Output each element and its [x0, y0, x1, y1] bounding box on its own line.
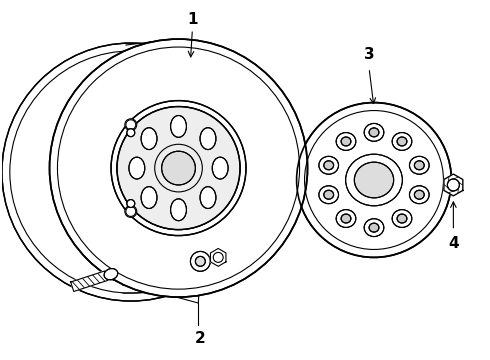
Ellipse shape: [171, 116, 187, 137]
Circle shape: [296, 103, 451, 257]
Ellipse shape: [200, 128, 216, 149]
Circle shape: [49, 39, 308, 297]
Ellipse shape: [410, 156, 429, 174]
Ellipse shape: [410, 186, 429, 204]
Ellipse shape: [369, 128, 379, 137]
Ellipse shape: [212, 157, 228, 179]
Ellipse shape: [129, 157, 145, 179]
Ellipse shape: [324, 161, 334, 170]
Ellipse shape: [392, 132, 412, 150]
Circle shape: [127, 129, 135, 137]
Text: 4: 4: [448, 236, 459, 251]
Ellipse shape: [364, 123, 384, 141]
Ellipse shape: [397, 137, 407, 146]
Text: 1: 1: [187, 12, 197, 27]
Ellipse shape: [397, 214, 407, 223]
Circle shape: [117, 107, 240, 230]
Ellipse shape: [415, 161, 424, 170]
Circle shape: [125, 119, 137, 131]
Ellipse shape: [354, 162, 393, 198]
Ellipse shape: [341, 214, 351, 223]
Ellipse shape: [319, 186, 339, 204]
Ellipse shape: [171, 199, 187, 221]
Circle shape: [111, 100, 246, 235]
Circle shape: [191, 251, 210, 271]
Circle shape: [125, 206, 137, 217]
Ellipse shape: [319, 156, 339, 174]
Circle shape: [162, 151, 196, 185]
Ellipse shape: [415, 190, 424, 199]
Ellipse shape: [104, 269, 118, 280]
Text: 3: 3: [364, 48, 374, 63]
Polygon shape: [444, 174, 463, 196]
Ellipse shape: [141, 186, 157, 208]
Ellipse shape: [336, 132, 356, 150]
Circle shape: [2, 43, 260, 301]
Ellipse shape: [369, 223, 379, 232]
Ellipse shape: [200, 186, 216, 208]
Circle shape: [196, 256, 205, 266]
Ellipse shape: [336, 210, 356, 228]
Circle shape: [447, 179, 460, 191]
Text: 2: 2: [195, 331, 206, 346]
Ellipse shape: [341, 137, 351, 146]
Ellipse shape: [364, 219, 384, 237]
Ellipse shape: [392, 210, 412, 228]
Ellipse shape: [324, 190, 334, 199]
Polygon shape: [211, 248, 226, 266]
Circle shape: [127, 199, 135, 207]
Polygon shape: [71, 271, 108, 292]
Ellipse shape: [345, 154, 402, 206]
Ellipse shape: [141, 128, 157, 149]
